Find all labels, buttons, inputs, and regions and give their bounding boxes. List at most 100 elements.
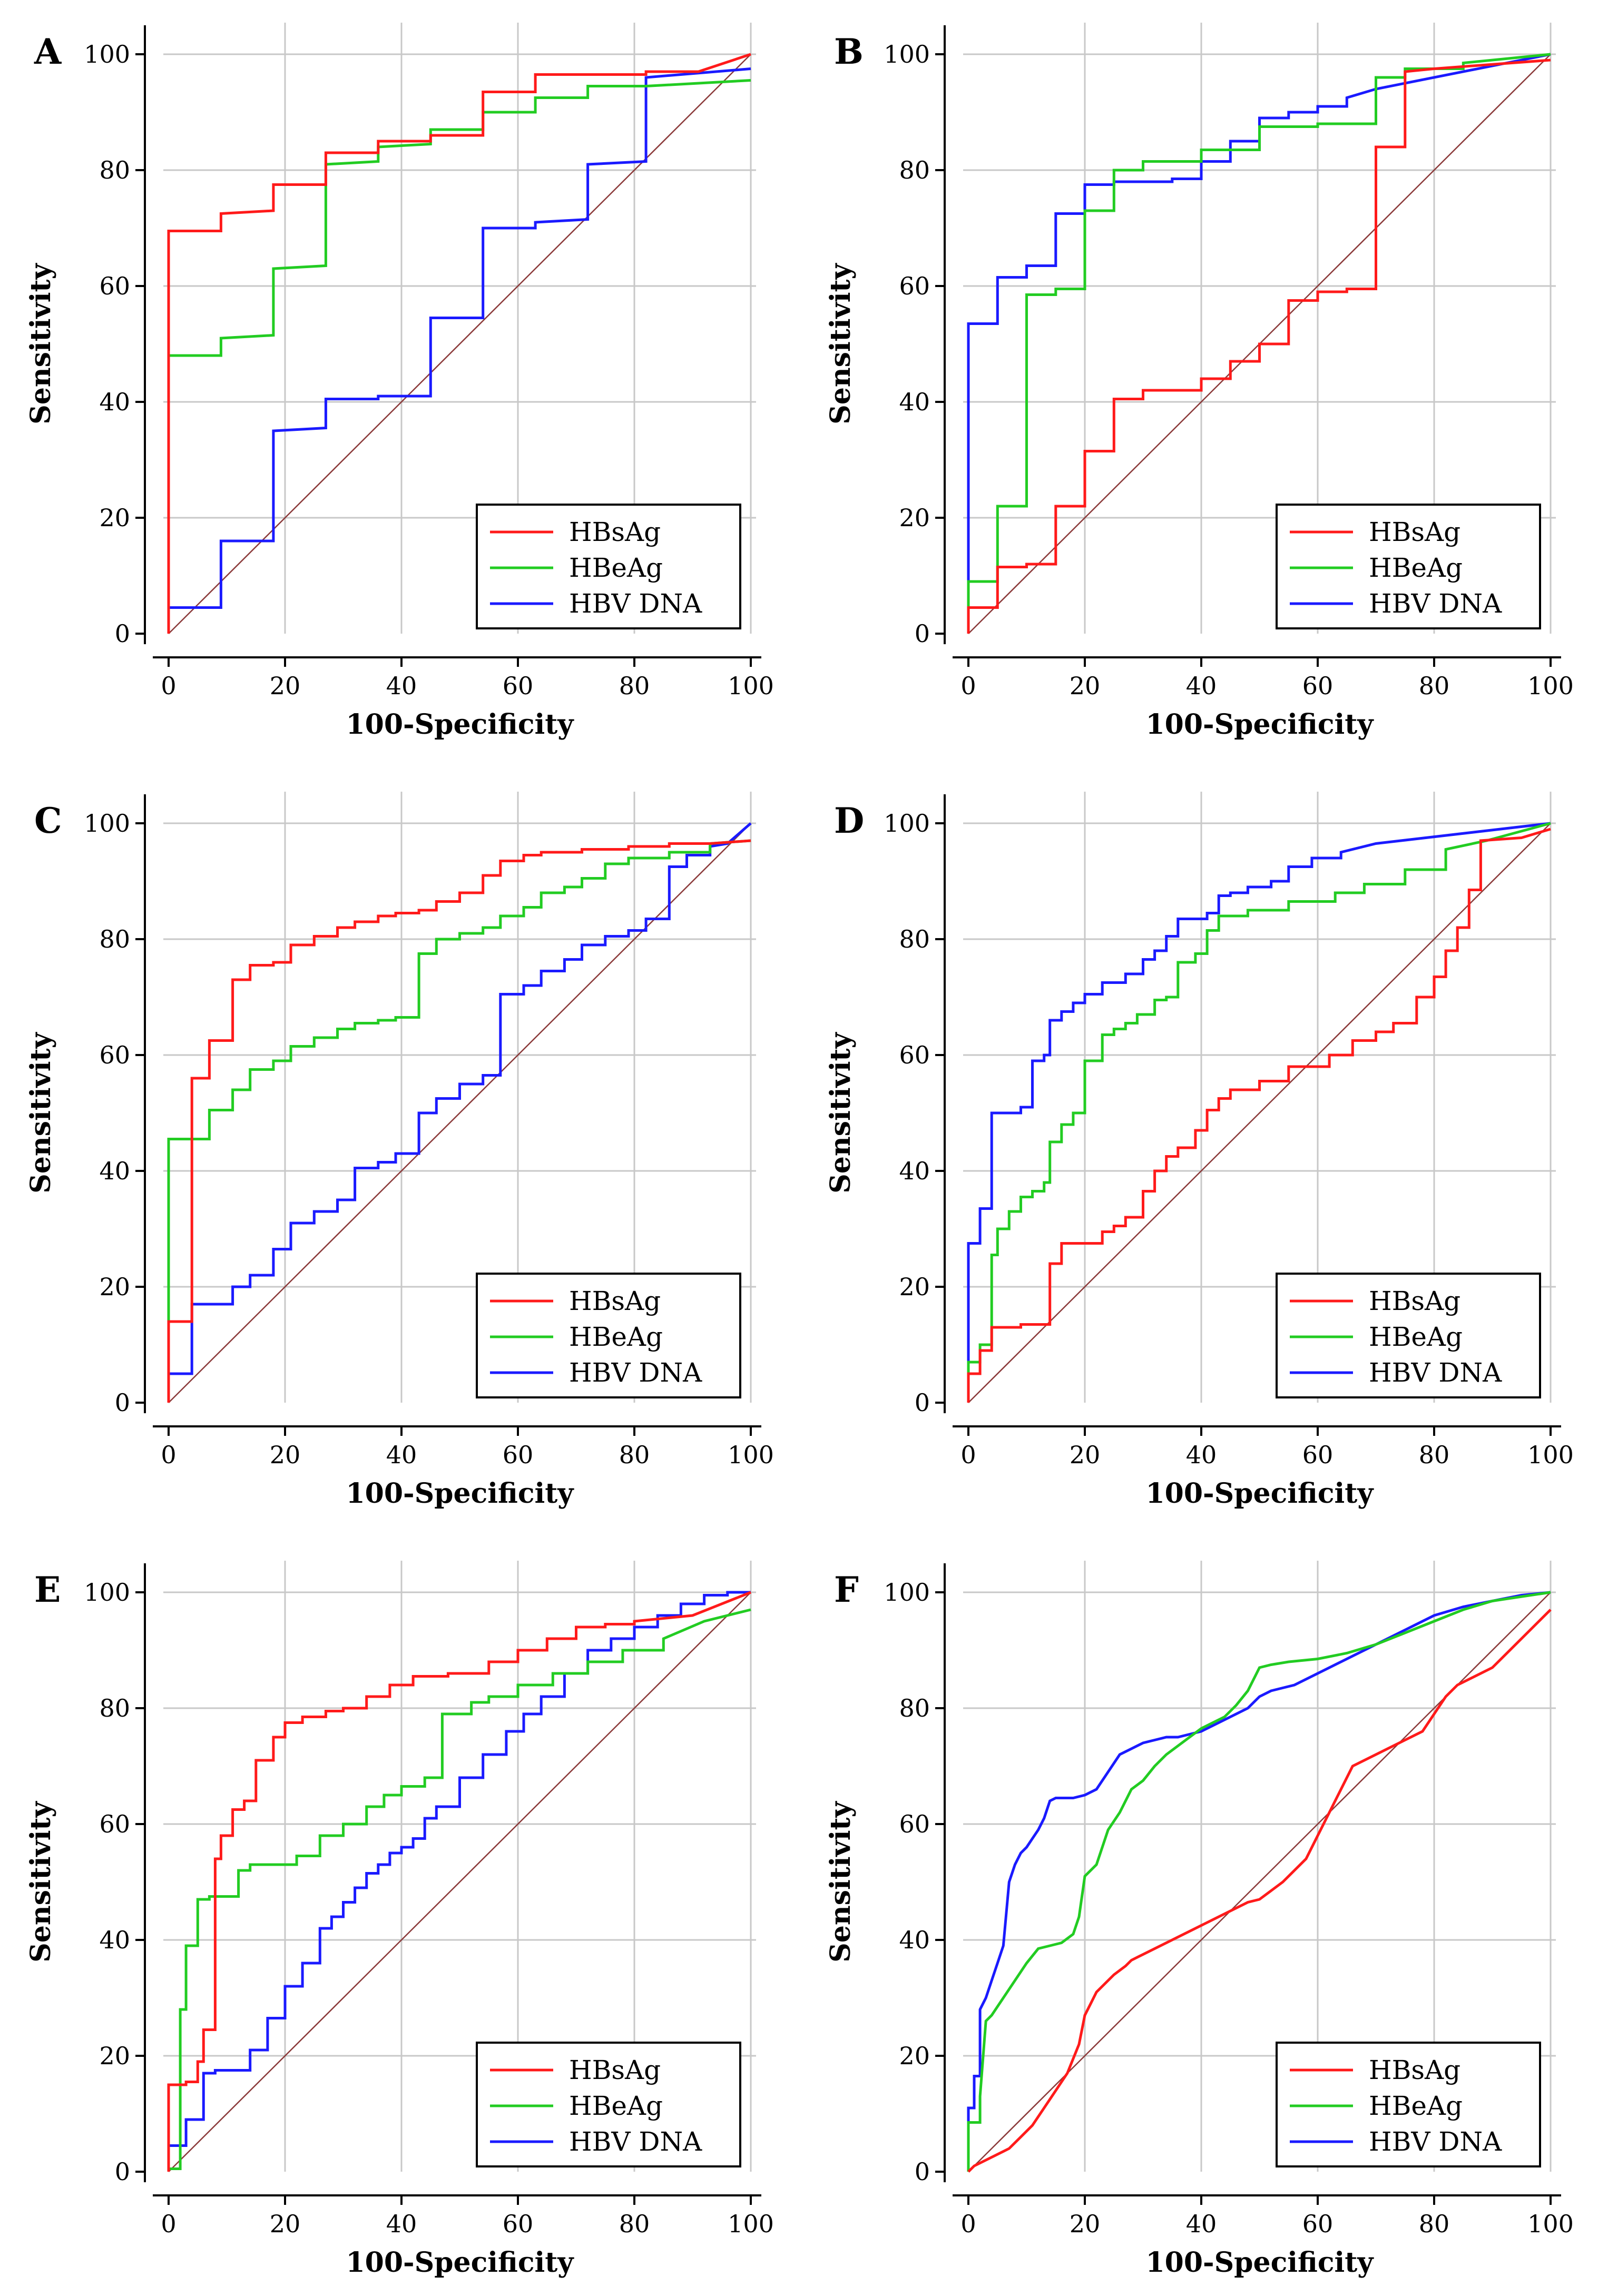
x-tick-label: 0 <box>161 2210 176 2238</box>
x-tick-label: 0 <box>960 2210 976 2238</box>
series-line-hbsag <box>967 1609 1552 2173</box>
y-tick-label: 80 <box>99 925 130 953</box>
x-axis-label: 100-Specificity <box>346 708 575 741</box>
legend-label: HBsAg <box>1369 517 1460 547</box>
x-tick-label: 20 <box>270 2210 301 2238</box>
panel-A: A 0 20 40 60 80 100 0 20 40 60 80 100 100-Specificity… <box>25 23 774 741</box>
x-axis-label: 100-Specificity <box>346 2246 575 2279</box>
grid <box>163 23 756 634</box>
axes: 0 20 40 60 80 100 0 20 40 60 80 100 100-Specificity S… <box>825 25 1574 741</box>
y-tick-label: 20 <box>899 1273 930 1301</box>
series-line-hbeag <box>967 822 1551 1403</box>
x-tick-label: 100 <box>728 1441 774 1469</box>
y-tick-label: 20 <box>99 504 130 532</box>
y-tick-label: 40 <box>99 1926 130 1954</box>
panel-letter: F <box>834 1569 859 1610</box>
axes: 0 20 40 60 80 100 0 20 40 60 80 100 100-Specificity S… <box>825 794 1574 1510</box>
series-line-hbv-dna <box>167 1591 751 2172</box>
grid <box>963 1561 1556 2172</box>
y-tick-label: 80 <box>99 1694 130 1722</box>
x-axis-label: 100-Specificity <box>1146 2246 1375 2279</box>
legend-label: HBsAg <box>1369 1286 1460 1316</box>
x-tick-label: 60 <box>1302 672 1334 700</box>
x-tick-label: 40 <box>386 672 417 700</box>
legend-label: HBeAg <box>1369 553 1463 583</box>
x-tick-label: 60 <box>1302 2210 1334 2238</box>
legend: HBsAg HBeAg HBV DNA <box>476 1273 741 1398</box>
y-tick-label: 60 <box>99 1810 130 1838</box>
x-tick-label: 20 <box>1070 1441 1101 1469</box>
reference-diagonal <box>168 54 751 634</box>
x-tick-label: 20 <box>270 672 301 700</box>
panel-letter: D <box>834 800 864 841</box>
legend: HBsAg HBeAg HBV DNA <box>1276 1273 1541 1398</box>
y-tick-label: 100 <box>884 1578 930 1607</box>
series-line-hbeag <box>967 53 1551 634</box>
y-tick-label: 20 <box>899 504 930 532</box>
legend-label: HBeAg <box>1369 1322 1463 1352</box>
x-tick-label: 80 <box>619 2210 650 2238</box>
y-tick-label: 0 <box>115 619 130 648</box>
y-axis-label: Sensitivity <box>25 262 57 424</box>
y-tick-label: 40 <box>99 1157 130 1185</box>
legend-label: HBsAg <box>569 2055 661 2085</box>
x-tick-label: 100 <box>728 2210 774 2238</box>
y-axis-label: Sensitivity <box>825 1031 857 1193</box>
y-tick-label: 100 <box>884 40 930 68</box>
x-tick-label: 100 <box>728 672 774 700</box>
series-line-hbeag <box>967 1591 1551 2172</box>
x-tick-label: 20 <box>270 1441 301 1469</box>
y-tick-label: 80 <box>899 925 930 953</box>
series-line-hbv-dna <box>967 822 1551 1403</box>
y-tick-label: 40 <box>99 388 130 416</box>
x-tick-label: 100 <box>1527 672 1574 700</box>
series-line-hbsag <box>167 839 751 1403</box>
y-axis-label: Sensitivity <box>825 1800 857 1962</box>
y-tick-label: 20 <box>99 2042 130 2070</box>
y-tick-label: 80 <box>899 1694 930 1722</box>
legend-label: HBsAg <box>1369 2055 1460 2085</box>
legend-label: HBV DNA <box>1369 1357 1502 1388</box>
panel-B: B 0 20 40 60 80 100 0 20 40 60 80 100 100-Specificity… <box>825 23 1574 741</box>
y-tick-label: 60 <box>899 272 930 300</box>
x-tick-label: 0 <box>161 1441 176 1469</box>
series-line-hbv-dna <box>167 822 752 1403</box>
legend-label: HBeAg <box>569 553 663 583</box>
y-tick-label: 20 <box>99 1273 130 1301</box>
legend-label: HBV DNA <box>569 1357 702 1388</box>
legend-label: HBeAg <box>1369 2091 1463 2121</box>
x-tick-label: 20 <box>1070 2210 1101 2238</box>
panel-F: F 0 20 40 60 80 100 0 20 40 60 80 100 100-Specificity… <box>825 1561 1574 2279</box>
y-tick-label: 40 <box>899 1157 930 1185</box>
x-tick-label: 0 <box>161 672 176 700</box>
y-tick-label: 60 <box>99 272 130 300</box>
x-tick-label: 100 <box>1527 2210 1574 2238</box>
series-line-hbeag <box>167 839 751 1403</box>
x-tick-label: 0 <box>960 1441 976 1469</box>
legend-label: HBV DNA <box>569 2126 702 2157</box>
series-line-hbsag <box>967 827 1551 1403</box>
legend-label: HBV DNA <box>1369 2126 1502 2157</box>
series-line-hbsag <box>167 1591 751 2172</box>
y-tick-label: 100 <box>84 40 130 68</box>
y-tick-label: 80 <box>899 156 930 184</box>
reference-diagonal <box>968 823 1551 1403</box>
x-axis-label: 100-Specificity <box>346 1477 575 1510</box>
y-tick-label: 0 <box>115 1388 130 1417</box>
x-tick-label: 80 <box>1419 1441 1450 1469</box>
panel-letter: E <box>34 1569 61 1610</box>
y-tick-label: 20 <box>899 2042 930 2070</box>
x-tick-label: 0 <box>960 672 976 700</box>
legend-label: HBV DNA <box>569 588 702 619</box>
legend-label: HBeAg <box>569 2091 663 2121</box>
panel-letter: B <box>834 31 864 72</box>
x-tick-label: 20 <box>1070 672 1101 700</box>
legend: HBsAg HBeAg HBV DNA <box>476 2042 741 2167</box>
y-tick-label: 0 <box>915 619 930 648</box>
panel-E: E 0 20 40 60 80 100 0 20 40 60 80 100 100-Specificity… <box>25 1561 774 2279</box>
reference-diagonal <box>168 1592 751 2172</box>
legend-label: HBsAg <box>569 517 661 547</box>
legend: HBsAg HBeAg HBV DNA <box>1276 504 1541 629</box>
x-tick-label: 100 <box>1527 1441 1574 1469</box>
